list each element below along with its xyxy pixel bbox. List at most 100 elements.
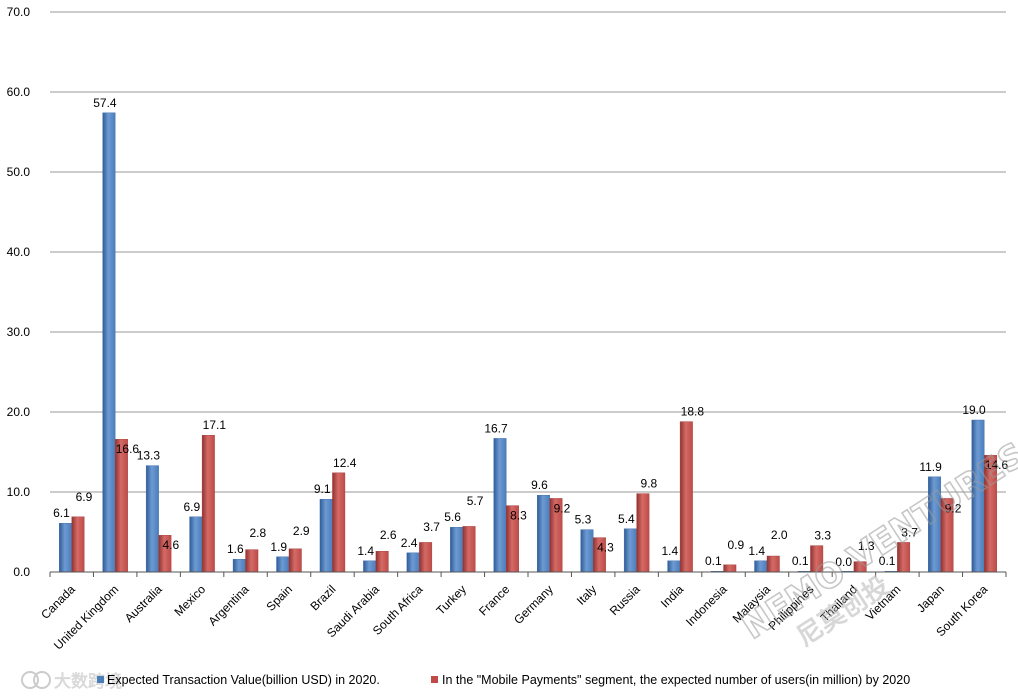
data-label-series-2: 9.2 [945, 501, 962, 515]
data-label-series-2: 2.9 [293, 524, 310, 538]
data-label-series-1: 16.7 [484, 421, 508, 435]
data-label-series-1: 19.0 [962, 403, 986, 417]
bar-series-1 [580, 529, 594, 573]
x-category-label: Brazil [307, 582, 338, 613]
y-tick-label: 30.0 [7, 325, 31, 339]
data-label-series-2: 12.4 [333, 456, 357, 470]
data-label-series-2: 3.7 [901, 525, 918, 539]
x-category-label: Canada [38, 582, 78, 622]
bar-series-1 [59, 523, 72, 573]
data-label-series-2: 16.6 [116, 442, 140, 456]
bar-series-2 [114, 439, 128, 573]
bar-series-1 [754, 560, 768, 573]
data-label-series-2: 3.7 [423, 520, 440, 534]
bar-series-1 [667, 560, 681, 573]
gridlines [50, 11, 1006, 573]
data-label-series-2: 1.3 [858, 539, 875, 553]
data-label-series-2: 2.6 [380, 528, 397, 542]
y-tick-label: 0.0 [13, 565, 30, 579]
x-category-label: Japan [914, 582, 947, 615]
data-label-series-2: 14.6 [985, 458, 1009, 472]
x-category-label: Indonesia [683, 582, 730, 629]
data-label-series-2: 2.8 [249, 526, 266, 540]
data-label-series-2: 9.2 [554, 501, 571, 515]
data-label-series-1: 1.4 [661, 544, 678, 558]
data-label-series-2: 2.0 [771, 528, 788, 542]
x-axis [49, 571, 1007, 577]
data-label-series-1: 13.3 [137, 449, 161, 463]
legend-swatch-series-2 [431, 676, 438, 683]
bar-series-1 [450, 527, 464, 573]
data-label-series-1: 57.4 [93, 96, 117, 110]
data-label-series-2: 18.8 [681, 405, 705, 419]
data-label-series-2: 0.9 [727, 538, 744, 552]
y-tick-label: 70.0 [7, 5, 31, 19]
data-label-series-1: 1.4 [357, 544, 374, 558]
data-label-series-1: 9.1 [314, 482, 331, 496]
y-tick-label: 20.0 [7, 405, 31, 419]
bar-series-2 [71, 516, 85, 573]
x-category-label: France [476, 582, 513, 619]
watermark-text-bottom: 大数跨境 [54, 671, 122, 692]
data-label-series-1: 11.9 [919, 460, 942, 474]
bar-series-2 [679, 421, 693, 573]
data-label-series-2: 8.3 [510, 509, 527, 523]
x-category-label: Argentina [205, 582, 251, 628]
data-label-series-2: 6.9 [76, 490, 93, 504]
data-label-series-1: 1.4 [748, 544, 765, 558]
bar-series-2 [375, 551, 389, 573]
data-label-series-1: 0.1 [879, 554, 896, 568]
data-label-series-1: 5.6 [444, 510, 461, 524]
bar-series-1 [232, 559, 246, 573]
legend: Expected Transaction Value(billion USD) … [97, 673, 910, 687]
data-label-series-2: 9.8 [641, 477, 658, 491]
watermark-logo-icon [21, 671, 39, 689]
bar-series-2 [723, 564, 737, 573]
data-label-series-1: 2.4 [401, 536, 418, 550]
x-category-label: Germany [511, 582, 556, 627]
data-label-series-1: 5.3 [575, 513, 592, 527]
bar-series-2 [245, 549, 259, 573]
data-label-series-2: 4.6 [163, 538, 180, 552]
data-label-series-1: 0.1 [792, 554, 809, 568]
data-label-series-1: 0.1 [705, 554, 722, 568]
bar-series-1 [102, 112, 116, 573]
bar-series-2 [419, 542, 433, 573]
x-category-label: Italy [574, 582, 599, 607]
data-label-series-1: 0.0 [835, 555, 852, 569]
data-label-series-1: 9.6 [531, 478, 548, 492]
y-tick-label: 50.0 [7, 165, 31, 179]
bar-series-1 [276, 556, 290, 573]
bar-series-1 [363, 560, 377, 573]
watermark-logo-icon [33, 671, 51, 689]
bar-series-1 [189, 516, 203, 573]
legend-label-series-2: In the "Mobile Payments" segment, the ex… [442, 673, 910, 687]
data-label-series-1: 5.4 [618, 512, 635, 526]
data-label-series-1: 6.1 [53, 506, 70, 520]
bar-series-1 [623, 528, 637, 573]
x-category-label: Mexico [171, 582, 208, 619]
data-label-series-2: 17.1 [203, 418, 227, 432]
x-category-label: Spain [264, 582, 296, 614]
data-label-series-2: 4.3 [597, 541, 614, 555]
data-labels: 6.1 6.9 57.4 16.613.3 4.6 6.9 17.1 1.6 2.8 1.9 2.9… [53, 96, 1008, 569]
x-category-label: India [658, 582, 687, 611]
x-category-label: Australia [122, 582, 165, 625]
bar-series-2 [462, 526, 476, 573]
x-category-label: Turkey [433, 582, 469, 618]
bar-series-2 [766, 555, 780, 573]
data-label-series-2: 3.3 [814, 529, 831, 543]
y-tick-label: 10.0 [7, 485, 31, 499]
data-label-series-2: 5.7 [467, 494, 484, 508]
data-label-series-1: 1.9 [270, 540, 287, 554]
y-axis-ticks: 0.0 10.0 20.0 30.0 40.0 50.0 60.0 70.0 [7, 5, 31, 579]
bar-series-2 [288, 548, 302, 573]
bar-series-2 [332, 472, 346, 573]
bar-series-1 [406, 552, 420, 573]
bar-series-1 [493, 438, 507, 573]
x-category-label: Russia [607, 582, 643, 618]
bar-series-1 [319, 499, 333, 573]
y-tick-label: 40.0 [7, 245, 31, 259]
bar-series-2 [201, 435, 215, 573]
